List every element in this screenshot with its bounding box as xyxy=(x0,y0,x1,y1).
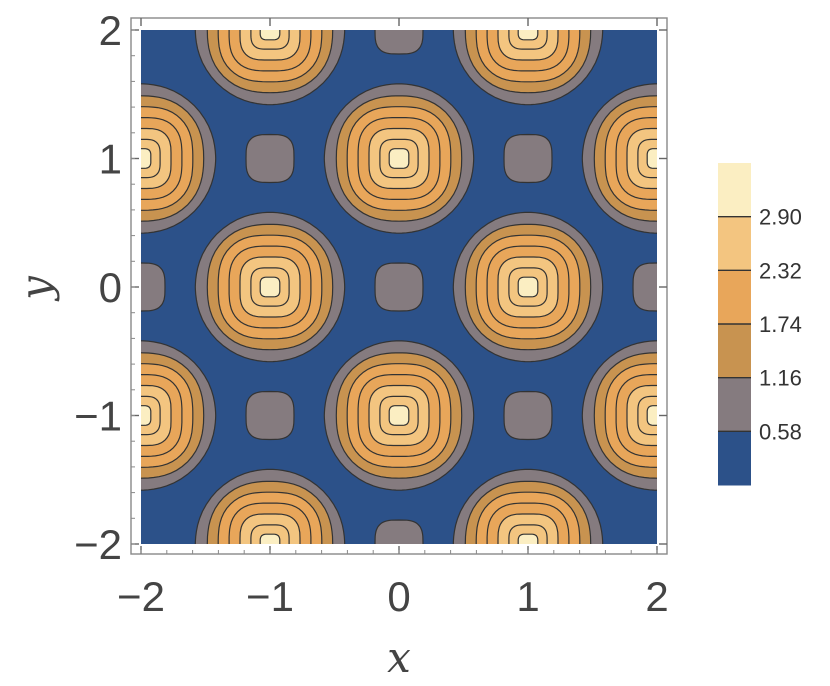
colorbar-label: 2.90 xyxy=(759,205,802,230)
x-axis-label: x xyxy=(387,633,411,682)
colorbar-swatch xyxy=(718,163,751,218)
contour-fill-group xyxy=(141,30,657,544)
secondary-contour-patch xyxy=(374,519,424,544)
secondary-contour-patch xyxy=(503,390,553,441)
y-tick-label: 0 xyxy=(99,264,122,311)
secondary-contour-patch xyxy=(374,30,424,55)
colorbar-label: 2.32 xyxy=(759,258,802,283)
contour-ring xyxy=(646,148,657,169)
y-tick-label: −2 xyxy=(74,521,122,568)
contour-ring xyxy=(141,148,152,169)
secondary-contour-patch xyxy=(141,262,166,312)
contour-ring xyxy=(388,148,410,169)
contour-ring xyxy=(517,533,539,544)
contour-ring xyxy=(259,30,281,41)
contour-ring xyxy=(250,30,290,50)
tick-marks-group xyxy=(131,18,667,554)
colorbar: 2.90 2.32 1.74 1.16 0.58 xyxy=(718,163,802,486)
contour-ring xyxy=(517,30,539,41)
x-tick-label: −2 xyxy=(117,573,165,620)
contour-ring xyxy=(517,276,539,298)
colorbar-swatch xyxy=(718,431,751,486)
y-tick-label: −1 xyxy=(74,393,122,440)
secondary-contour-patch xyxy=(245,133,295,184)
colorbar-swatch xyxy=(718,270,751,325)
y-tick-label: 1 xyxy=(99,136,122,183)
colorbar-label: 1.16 xyxy=(759,366,802,391)
colorbar-swatch xyxy=(718,377,751,432)
y-axis-label: y xyxy=(11,275,60,302)
colorbar-label: 1.74 xyxy=(759,312,802,337)
secondary-contour-patch xyxy=(503,133,553,184)
secondary-contour-patch xyxy=(245,390,295,441)
secondary-contour-patch xyxy=(374,262,424,312)
x-tick-label: 0 xyxy=(387,573,410,620)
colorbar-swatch xyxy=(718,324,751,379)
tick-labels-group: −2 −1 0 1 2 −2 −1 0 1 2 xyxy=(74,7,669,620)
contour-ring xyxy=(508,30,548,50)
colorbar-label: 0.58 xyxy=(759,419,802,444)
contour-ring xyxy=(259,276,281,298)
x-tick-label: −1 xyxy=(246,573,294,620)
contour-ring xyxy=(141,405,152,426)
secondary-contour-patch xyxy=(632,262,657,312)
x-tick-label: 2 xyxy=(645,573,668,620)
contour-ring xyxy=(259,533,281,544)
y-tick-label: 2 xyxy=(99,7,122,54)
x-tick-label: 1 xyxy=(516,573,539,620)
colorbar-swatch xyxy=(718,216,751,271)
contour-ring xyxy=(646,405,657,426)
contour-ring xyxy=(388,405,410,426)
